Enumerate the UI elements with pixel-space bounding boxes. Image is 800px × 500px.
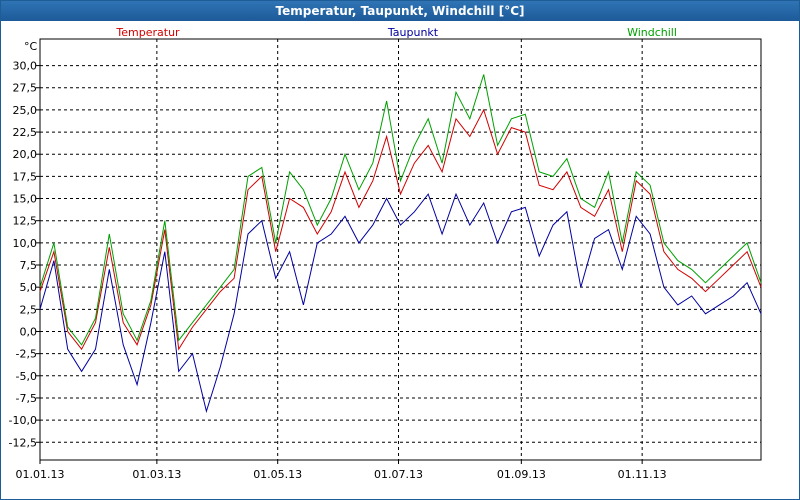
x-tick-label: 01.05.13: [253, 468, 302, 481]
y-tick-label: -12,5: [9, 436, 37, 449]
x-axis: 01.01.13 01.03.13 01.05.13 01.07.13 01.09.13…: [16, 460, 667, 481]
y-tick-label: -7,5: [16, 392, 37, 405]
window-title: Temperatur, Taupunkt, Windchill [°C]: [1, 1, 799, 21]
series-line-taupunkt: [39, 192, 762, 414]
legend-taupunkt: Taupunkt: [387, 26, 439, 39]
y-tick-label: 15,0: [13, 193, 38, 206]
x-tick-label: 01.09.13: [497, 468, 546, 481]
y-tick-label: 0,0: [20, 325, 38, 338]
x-tick-label: 01.03.13: [132, 468, 181, 481]
y-tick-label: -2,5: [16, 348, 37, 361]
y-tick-label: 2,5: [20, 303, 38, 316]
y-axis-unit: °C: [24, 40, 38, 53]
y-tick-label: 20,0: [13, 148, 38, 161]
series-lines: [39, 74, 762, 414]
legend-windchill: Windchill: [627, 26, 677, 39]
x-tick-label: 01.11.13: [618, 468, 667, 481]
y-tick-label: 25,0: [13, 104, 38, 117]
y-tick-label: -5,0: [16, 370, 37, 383]
y-axis: -12,5 -10,0 -7,5 -5,0 -2,5 0,0 2,5 5,0 7,5 10,0 12…: [9, 60, 40, 449]
series-line-windchill: [39, 74, 762, 346]
y-tick-label: 27,5: [13, 82, 38, 95]
y-tick-label: 7,5: [20, 259, 38, 272]
grid-lines: [40, 39, 761, 460]
y-tick-label: 5,0: [20, 281, 38, 294]
y-tick-label: 12,5: [13, 215, 38, 228]
y-tick-label: 22,5: [13, 126, 38, 139]
series-line-temperatur: [39, 108, 762, 351]
x-tick-label: 01.07.13: [374, 468, 423, 481]
legend: Temperatur Taupunkt Windchill: [115, 26, 677, 39]
y-tick-label: 17,5: [13, 170, 38, 183]
y-tick-label: -10,0: [9, 414, 37, 427]
y-tick-label: 30,0: [13, 60, 38, 73]
plot-area: [39, 38, 762, 461]
legend-temperatur: Temperatur: [115, 26, 180, 39]
y-tick-label: 10,0: [13, 237, 38, 250]
x-tick-label: 01.01.13: [16, 468, 65, 481]
